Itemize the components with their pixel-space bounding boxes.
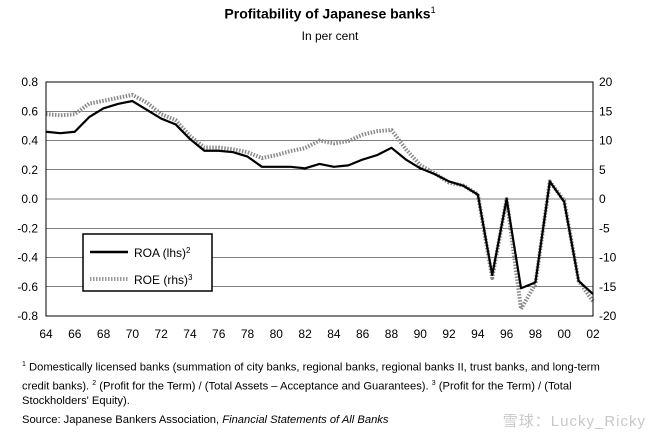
chart-title: Profitability of Japanese banks1 — [224, 5, 436, 22]
x-tick-label: 68 — [97, 327, 111, 341]
x-tick-label: 94 — [471, 327, 485, 341]
x-tick-label: 98 — [529, 327, 543, 341]
source-note: Source: Japanese Bankers Association, Fi… — [22, 414, 389, 426]
y-right-tick-label: 0 — [599, 192, 606, 206]
x-tick-label: 66 — [68, 327, 82, 341]
x-tick-label: 90 — [414, 327, 428, 341]
series-lines — [45, 92, 595, 311]
tick-labels: 0.8 20 0.6 15 0.4 10 0.2 5 0.0 0 -0.2 -5 -0.4 -10 -0.6… — [17, 75, 616, 341]
y-right-tick-label: -15 — [599, 280, 617, 294]
x-tick-label: 74 — [183, 327, 197, 341]
y-left-tick-label: -0.6 — [17, 280, 38, 294]
y-right-tick-label: -10 — [599, 251, 617, 265]
legend: ROA (lhs)2 ROE (rhs)3 — [82, 233, 213, 292]
chart-subtitle: In per cent — [301, 29, 359, 43]
x-tick-label: 86 — [356, 327, 370, 341]
x-tick-label: 02 — [586, 327, 600, 341]
y-right-tick-label: 15 — [599, 104, 613, 118]
y-left-tick-label: 0.4 — [21, 134, 38, 148]
legend-box — [82, 233, 213, 292]
roa-line — [45, 99, 594, 295]
y-left-tick-label: -0.4 — [17, 251, 38, 265]
legend-roe-label: ROE (rhs)3 — [134, 273, 193, 288]
watermark: 雪球：Lucky_Ricky — [502, 413, 646, 430]
y-left-tick-label: 0.8 — [21, 75, 38, 89]
x-tick-label: 70 — [126, 327, 140, 341]
y-right-tick-label: -5 — [599, 221, 610, 235]
x-tick-label: 64 — [39, 327, 53, 341]
y-left-tick-label: -0.2 — [17, 221, 38, 235]
y-right-tick-label: 10 — [599, 134, 613, 148]
y-right-tick-label: 20 — [599, 75, 613, 89]
x-tick-label: 96 — [500, 327, 514, 341]
profitability-chart: 0.8 20 0.6 15 0.4 10 0.2 5 0.0 0 -0.2 -5 -0.4 -10 -0.6… — [17, 75, 616, 341]
y-right-tick-label: 5 — [599, 163, 606, 177]
x-tick-label: 84 — [327, 327, 341, 341]
plot-frame — [45, 81, 594, 317]
y-right-tick-label: -20 — [599, 309, 617, 323]
x-tick-label: 82 — [298, 327, 312, 341]
x-tick-label: 80 — [270, 327, 284, 341]
y-left-tick-label: 0.6 — [21, 104, 38, 118]
x-tick-label: 78 — [241, 327, 255, 341]
x-tick-label: 92 — [442, 327, 456, 341]
legend-roa-label: ROA (lhs)2 — [134, 246, 191, 261]
x-tick-label: 88 — [385, 327, 399, 341]
x-tick-label: 76 — [212, 327, 226, 341]
footnote: 1 Domestically licensed banks (summation… — [22, 361, 600, 408]
y-left-tick-label: 0.0 — [21, 192, 38, 206]
x-tick-label: 00 — [558, 327, 572, 341]
x-tick-label: 72 — [154, 327, 168, 341]
y-left-tick-label: 0.2 — [21, 163, 38, 177]
y-left-tick-label: -0.8 — [17, 309, 38, 323]
